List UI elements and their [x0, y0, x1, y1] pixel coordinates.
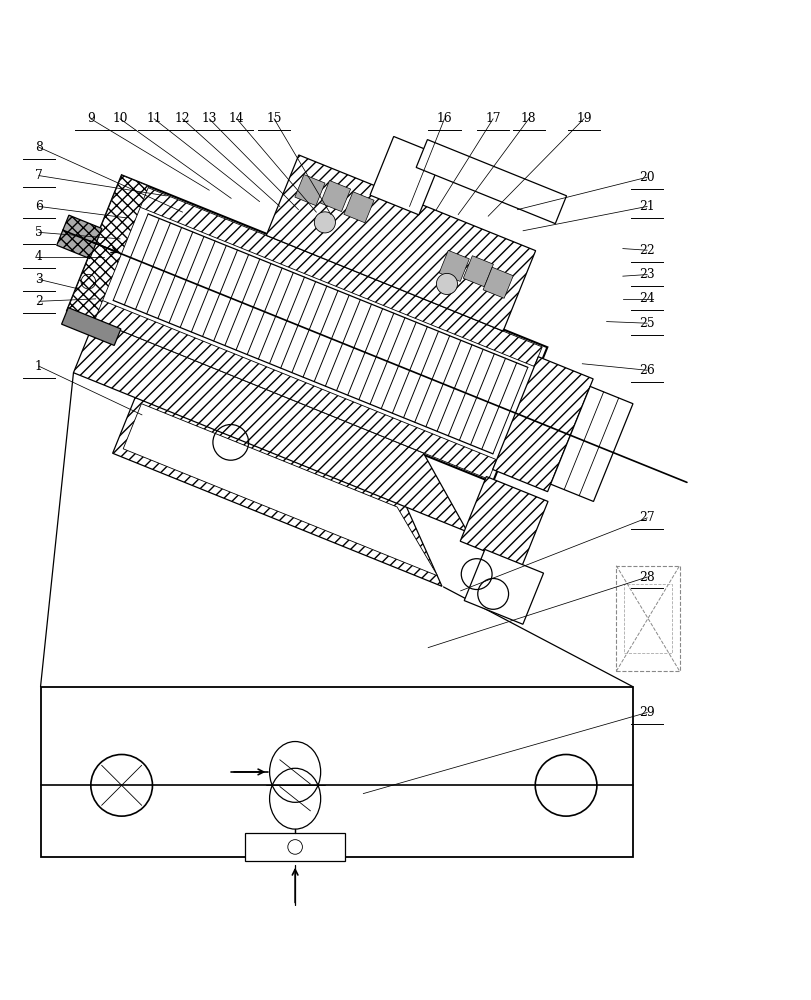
Polygon shape — [74, 292, 496, 479]
Text: 9: 9 — [87, 112, 95, 125]
Text: 6: 6 — [35, 200, 43, 213]
Text: 28: 28 — [639, 571, 655, 584]
Polygon shape — [62, 308, 121, 345]
Polygon shape — [463, 256, 493, 287]
Polygon shape — [123, 404, 437, 576]
Polygon shape — [416, 140, 567, 224]
Text: 4: 4 — [35, 250, 43, 263]
Polygon shape — [460, 477, 548, 566]
Text: 17: 17 — [485, 112, 501, 125]
Circle shape — [436, 273, 457, 294]
Text: 19: 19 — [576, 112, 592, 125]
Text: 1: 1 — [35, 360, 43, 373]
Text: 20: 20 — [639, 171, 655, 184]
Text: 5: 5 — [35, 226, 43, 239]
Text: 26: 26 — [639, 364, 655, 377]
Polygon shape — [74, 320, 467, 532]
Polygon shape — [266, 155, 535, 331]
Text: 23: 23 — [639, 268, 655, 281]
Text: 27: 27 — [639, 511, 655, 524]
Polygon shape — [493, 357, 593, 492]
Text: 22: 22 — [639, 244, 655, 257]
Text: 10: 10 — [112, 112, 128, 125]
Polygon shape — [57, 215, 102, 259]
Polygon shape — [370, 136, 443, 215]
Polygon shape — [113, 395, 442, 586]
Polygon shape — [67, 175, 547, 483]
Polygon shape — [67, 175, 148, 322]
Polygon shape — [344, 192, 374, 223]
Polygon shape — [440, 250, 470, 281]
Text: 15: 15 — [266, 112, 282, 125]
Text: 11: 11 — [146, 112, 162, 125]
Text: 3: 3 — [35, 273, 43, 286]
Text: 16: 16 — [436, 112, 453, 125]
Polygon shape — [464, 549, 543, 624]
Polygon shape — [119, 179, 543, 366]
Polygon shape — [551, 386, 633, 501]
Text: 13: 13 — [201, 112, 217, 125]
Text: 18: 18 — [521, 112, 537, 125]
Polygon shape — [295, 175, 325, 206]
Text: 8: 8 — [35, 141, 43, 154]
Text: 21: 21 — [639, 200, 655, 213]
Text: 25: 25 — [639, 317, 655, 330]
Polygon shape — [483, 267, 513, 298]
Text: 7: 7 — [35, 169, 43, 182]
Circle shape — [315, 212, 336, 233]
Text: 2: 2 — [35, 295, 43, 308]
Text: 24: 24 — [639, 292, 655, 305]
Text: 14: 14 — [229, 112, 245, 125]
Text: 12: 12 — [174, 112, 191, 125]
Polygon shape — [320, 181, 350, 212]
Text: 29: 29 — [639, 706, 655, 719]
Polygon shape — [245, 833, 345, 861]
